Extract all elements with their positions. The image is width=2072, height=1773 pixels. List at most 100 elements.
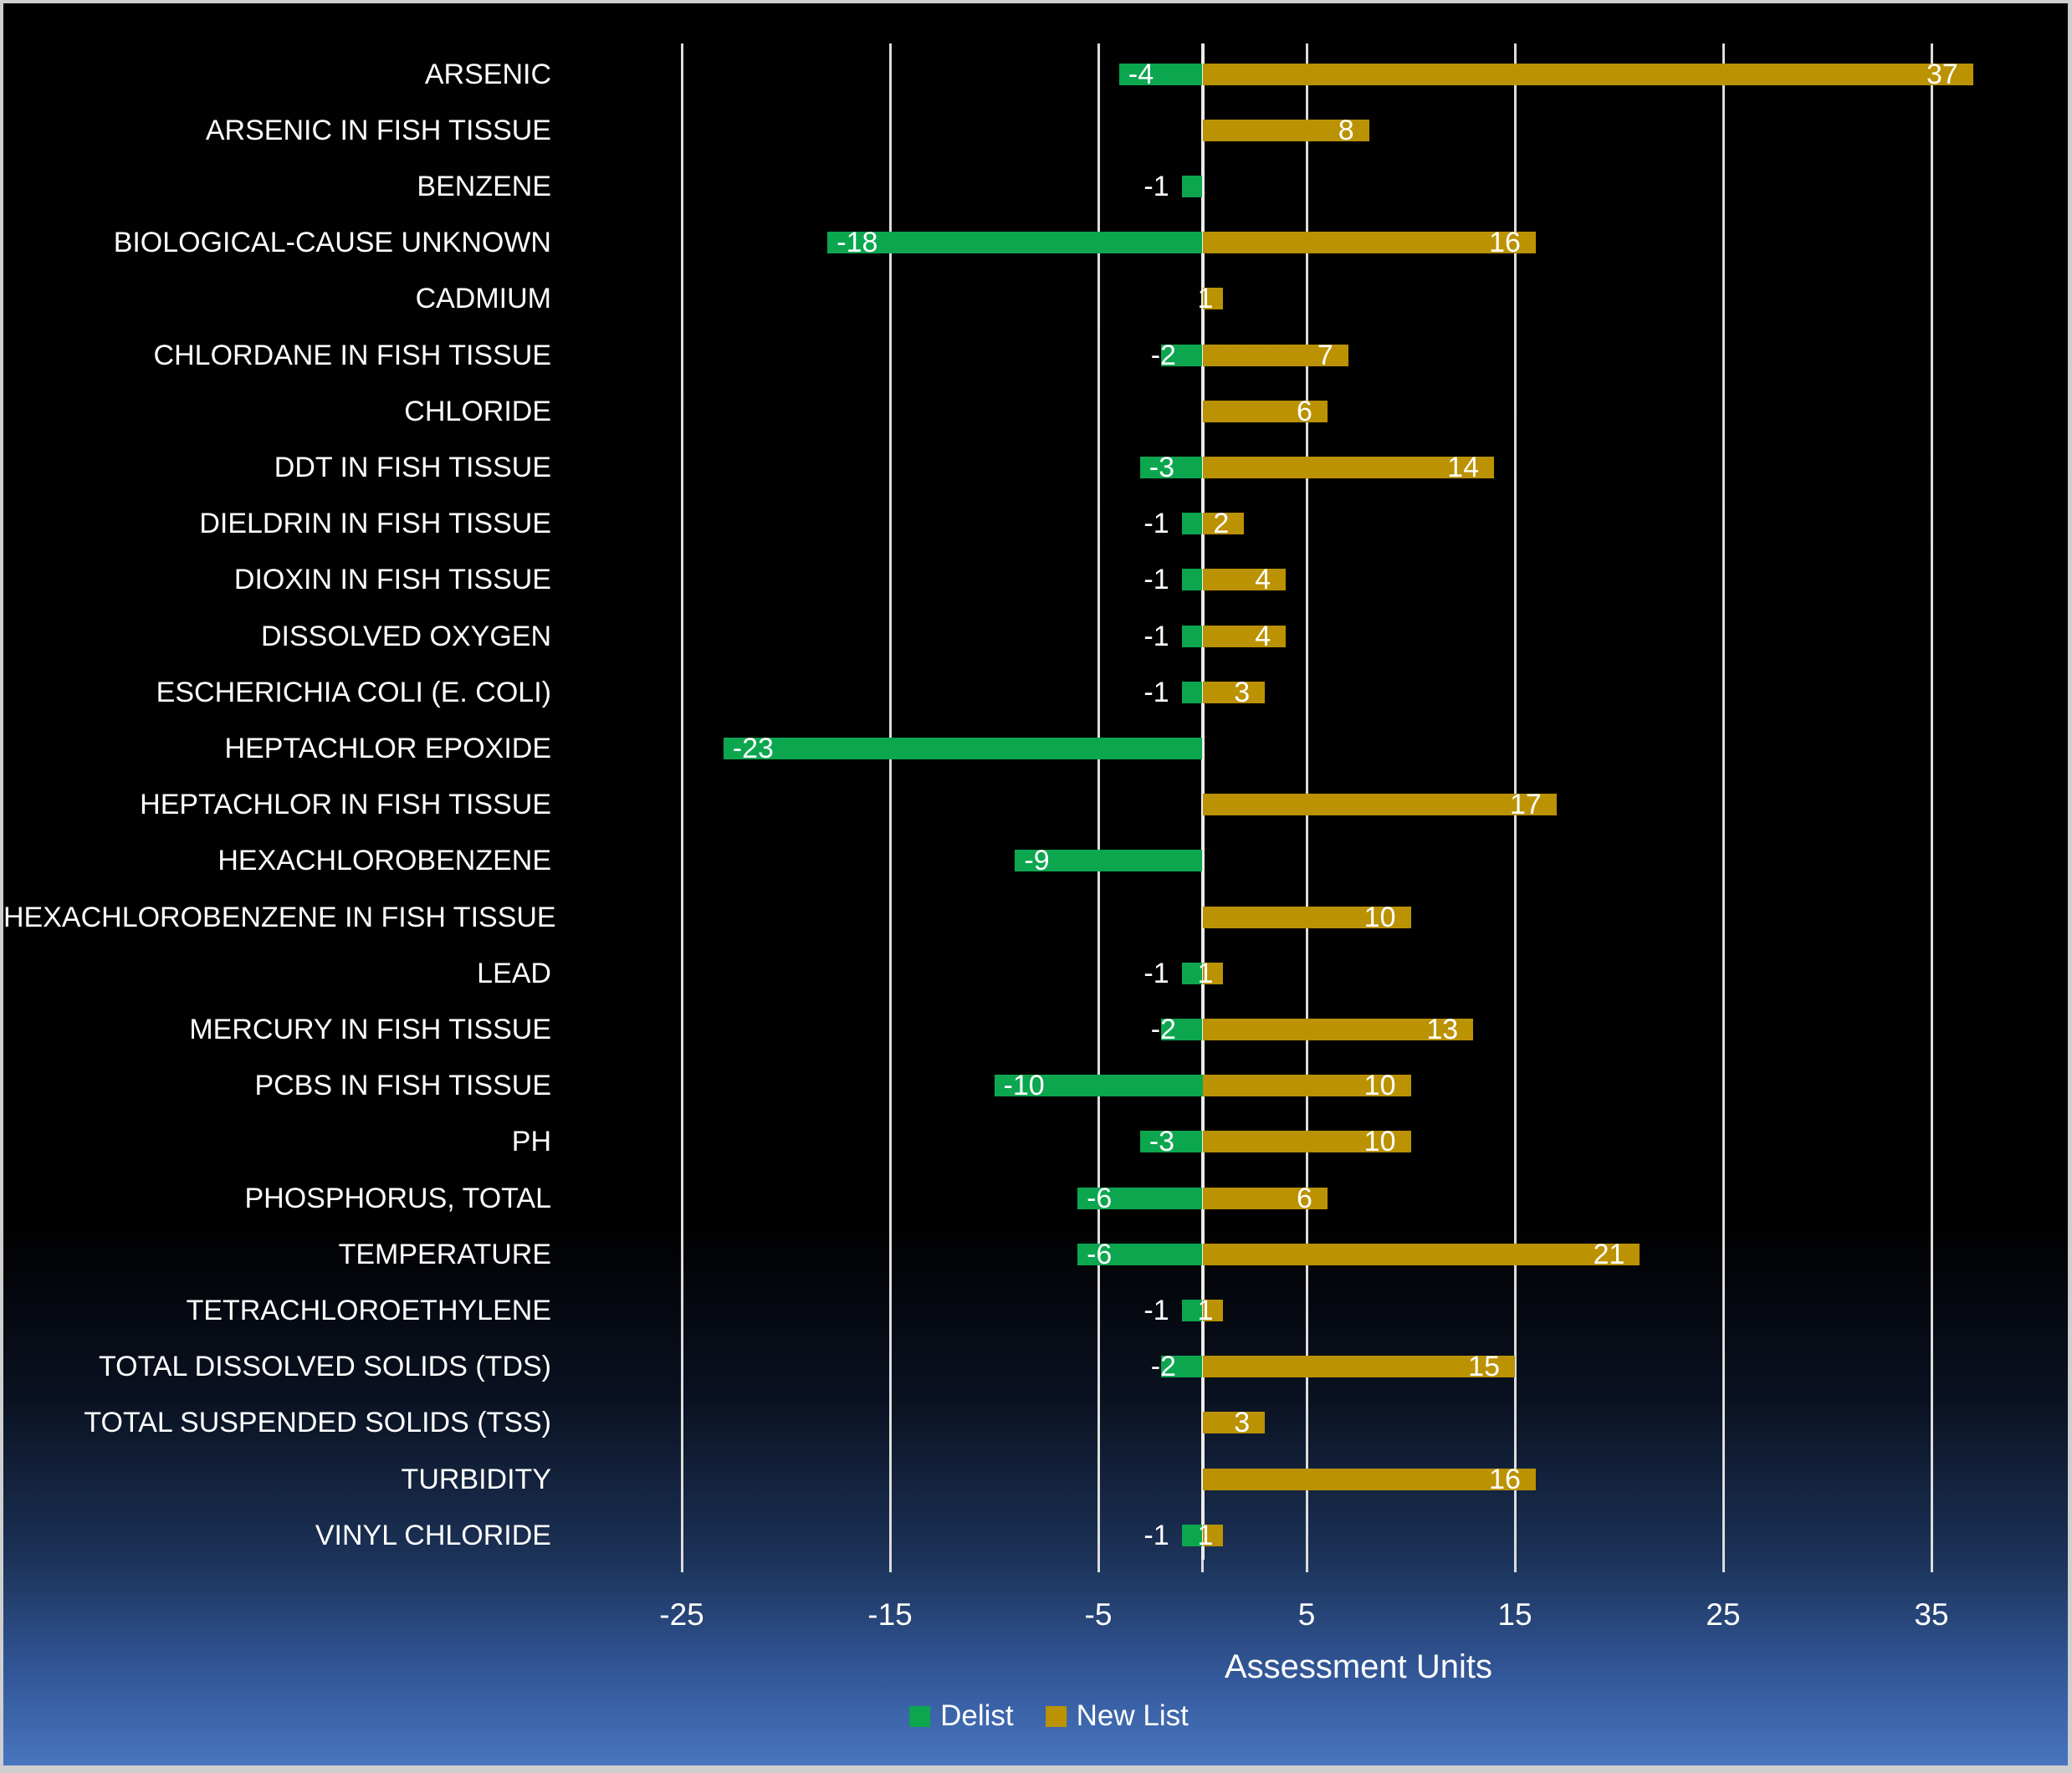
bar-delist [1160, 1018, 1203, 1040]
category-label: BIOLOGICAL-CAUSE UNKNOWN [113, 227, 551, 259]
bar-new-list [1202, 1187, 1328, 1209]
legend: Delist New List [909, 1699, 1189, 1733]
bar-delist [1139, 1131, 1203, 1153]
axis-tick-mark [680, 1560, 683, 1572]
bar-value-label-new-list: 4 [1255, 620, 1271, 652]
bar-delist [1181, 962, 1203, 984]
bar-delist [723, 737, 1203, 759]
bar-value-label-delist: -2 [1150, 1013, 1176, 1045]
bar-new-list [1202, 906, 1411, 928]
category-label: LEAD [477, 957, 551, 989]
axis-tick-mark [1722, 1560, 1725, 1572]
category-label: DIELDRIN IN FISH TISSUE [199, 508, 551, 540]
category-label: TETRACHLOROETHYLENE [186, 1294, 551, 1326]
bar-value-label-new-list: 17 [1509, 789, 1542, 821]
bar-value-label-new-list: 1 [1197, 957, 1214, 989]
axis-tick-mark [1513, 1560, 1517, 1572]
bar-new-list [1202, 232, 1536, 254]
bar-new-list [1202, 1524, 1224, 1546]
category-label: DIOXIN IN FISH TISSUE [233, 564, 551, 596]
bar-delist [1015, 850, 1203, 872]
legend-label-new-list: New List [1076, 1699, 1189, 1732]
category-label: HEXACHLOROBENZENE [217, 845, 551, 877]
bar-value-label-delist: -1 [1143, 508, 1169, 540]
bar-new-list [1202, 794, 1557, 816]
bar-delist [1181, 513, 1203, 535]
bar-value-label-new-list: 3 [1234, 1407, 1251, 1439]
bar-value-label-new-list: 1 [1197, 1294, 1214, 1326]
bar-value-label-new-list: 15 [1468, 1351, 1500, 1383]
bar-delist [1181, 569, 1203, 591]
x-tick-label: 15 [1497, 1597, 1532, 1632]
category-label: DISSOLVED OXYGEN [260, 620, 551, 652]
axis-tick-mark [1097, 1560, 1100, 1572]
bar-new-list [1202, 63, 1973, 85]
bar-delist [1181, 625, 1203, 647]
bar-value-label-new-list: 6 [1296, 1182, 1312, 1214]
category-label: ARSENIC [424, 58, 551, 90]
bar-value-label-delist: -1 [1143, 1519, 1169, 1551]
gridline [1722, 43, 1725, 1560]
category-label: PH [511, 1126, 551, 1158]
legend-label-delist: Delist [940, 1699, 1014, 1732]
bar-new-list [1202, 1299, 1224, 1321]
bar-new-list [1202, 1468, 1536, 1490]
bar-new-list [1202, 1075, 1411, 1097]
bar-value-label-delist: -4 [1128, 58, 1154, 90]
x-axis-title: Assessment Units [1224, 1648, 1493, 1685]
bar-value-label-new-list: 21 [1593, 1238, 1625, 1270]
bar-value-label-delist: -1 [1143, 676, 1169, 708]
x-tick-label: -25 [659, 1597, 704, 1632]
category-label: CADMIUM [415, 283, 551, 315]
bar-value-label-delist: -18 [836, 227, 878, 259]
category-label: TOTAL DISSOLVED SOLIDS (TDS) [99, 1351, 551, 1383]
bar-value-label-delist: -3 [1149, 451, 1175, 483]
bar-new-list [1202, 625, 1287, 647]
legend-item-delist: Delist [909, 1699, 1014, 1733]
bar-delist [1077, 1243, 1203, 1265]
x-tick-label: 5 [1297, 1597, 1316, 1632]
axis-tick-mark [1201, 1560, 1204, 1572]
bar-delist [1181, 1524, 1203, 1546]
category-label: ARSENIC IN FISH TISSUE [205, 114, 551, 146]
bar-value-label-new-list: 1 [1197, 283, 1214, 315]
bar-value-label-new-list: 37 [1926, 58, 1958, 90]
x-tick-label: -15 [867, 1597, 913, 1632]
bar-value-label-new-list: 16 [1489, 1463, 1521, 1495]
bar-value-label-new-list: 16 [1489, 227, 1521, 259]
category-label: CHLORDANE IN FISH TISSUE [153, 339, 551, 371]
bar-value-label-delist: -2 [1150, 339, 1176, 371]
bar-value-label-new-list: 6 [1296, 395, 1312, 427]
bar-delist [1160, 344, 1203, 366]
legend-swatch-delist [909, 1705, 931, 1727]
category-label: TOTAL SUSPENDED SOLIDS (TSS) [84, 1407, 551, 1439]
category-label: MERCURY IN FISH TISSUE [189, 1013, 551, 1045]
bar-delist [1118, 63, 1203, 85]
bar-value-label-new-list: 10 [1363, 1070, 1396, 1102]
bar-value-label-new-list: 14 [1447, 451, 1480, 483]
bar-delist [1139, 456, 1203, 478]
bar-value-label-new-list: 10 [1363, 901, 1396, 933]
x-tick-label: -5 [1084, 1597, 1113, 1632]
bar-value-label-delist: -1 [1143, 170, 1169, 202]
bar-new-list [1202, 119, 1369, 141]
bar-value-label-new-list: 8 [1338, 114, 1354, 146]
category-label: TURBIDITY [401, 1463, 551, 1495]
category-label: HEXACHLOROBENZENE IN FISH TISSUE [3, 901, 556, 933]
bar-new-list [1202, 400, 1328, 422]
category-label: ESCHERICHIA COLI (E. COLI) [156, 676, 551, 708]
gridline [680, 43, 683, 1560]
bar-new-list [1202, 1356, 1515, 1378]
legend-item-new-list: New List [1045, 1699, 1189, 1733]
bar-value-label-new-list: 7 [1317, 339, 1333, 371]
bar-value-label-new-list: 10 [1363, 1126, 1396, 1158]
gridline [1930, 43, 1933, 1560]
bar-new-list [1202, 1412, 1266, 1434]
bar-value-label-new-list: 2 [1213, 508, 1230, 540]
category-label: DDT IN FISH TISSUE [274, 451, 551, 483]
bar-value-label-delist: -9 [1024, 845, 1050, 877]
axis-tick-mark [888, 1560, 892, 1572]
bar-value-label-delist: -1 [1143, 564, 1169, 596]
bar-value-label-delist: -23 [732, 732, 774, 764]
